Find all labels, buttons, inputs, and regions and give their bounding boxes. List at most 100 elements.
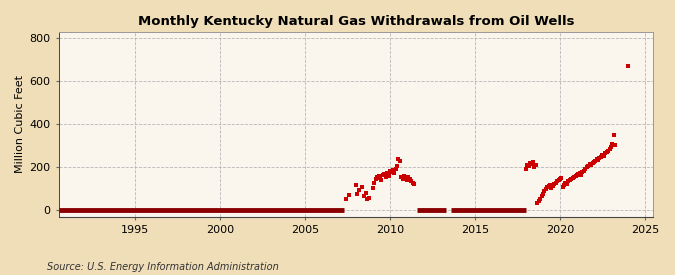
Point <box>566 177 576 182</box>
Point <box>550 180 561 185</box>
Point <box>539 189 549 193</box>
Point <box>576 173 587 177</box>
Point <box>407 180 418 185</box>
Point <box>587 161 598 165</box>
Point <box>572 173 583 177</box>
Point <box>545 182 556 187</box>
Point <box>387 167 398 172</box>
Point <box>573 172 584 176</box>
Point <box>375 176 385 180</box>
Point <box>583 164 594 169</box>
Point <box>408 182 419 186</box>
Point <box>354 188 364 192</box>
Point <box>376 178 387 183</box>
Point <box>350 182 361 187</box>
Point <box>520 166 531 171</box>
Point <box>390 166 401 171</box>
Point <box>595 155 606 159</box>
Point <box>399 174 410 178</box>
Point <box>590 159 601 163</box>
Point <box>581 165 592 170</box>
Y-axis label: Million Cubic Feet: Million Cubic Feet <box>15 75 25 174</box>
Point <box>393 157 404 161</box>
Point <box>383 174 394 178</box>
Point <box>385 169 396 173</box>
Point <box>622 64 633 68</box>
Point <box>603 149 614 153</box>
Point <box>381 170 392 175</box>
Point <box>379 172 389 176</box>
Text: Source: U.S. Energy Information Administration: Source: U.S. Energy Information Administ… <box>47 262 279 272</box>
Point <box>578 169 589 173</box>
Point <box>400 176 411 180</box>
Point <box>553 178 564 183</box>
Point <box>344 193 354 197</box>
Point <box>523 164 534 169</box>
Point <box>556 176 566 180</box>
Point <box>532 201 543 205</box>
Point <box>398 177 408 182</box>
Point <box>591 157 602 161</box>
Point <box>586 163 597 167</box>
Point <box>380 175 391 179</box>
Point <box>593 158 603 162</box>
Point <box>373 174 384 178</box>
Point <box>402 178 412 183</box>
Point <box>574 170 585 175</box>
Point <box>610 143 620 147</box>
Point <box>524 161 535 165</box>
Point <box>585 162 595 166</box>
Point <box>371 177 381 182</box>
Point <box>558 185 568 189</box>
Point <box>396 175 407 179</box>
Point <box>389 170 400 175</box>
Title: Monthly Kentucky Natural Gas Withdrawals from Oil Wells: Monthly Kentucky Natural Gas Withdrawals… <box>138 15 574 28</box>
Point <box>363 195 374 200</box>
Point <box>372 175 383 179</box>
Point <box>341 196 352 201</box>
Point <box>543 183 554 188</box>
Point <box>563 179 574 184</box>
Point <box>604 147 615 151</box>
Point <box>535 196 545 201</box>
Point <box>607 142 618 146</box>
Point <box>589 160 599 164</box>
Point <box>404 177 415 182</box>
Point <box>597 152 608 157</box>
Point <box>568 175 579 179</box>
Point <box>567 176 578 180</box>
Point <box>386 170 397 174</box>
Point <box>608 133 619 138</box>
Point <box>594 156 605 160</box>
Point <box>531 163 541 167</box>
Point <box>403 175 414 179</box>
Point <box>551 179 562 184</box>
Point <box>554 177 565 182</box>
Point <box>362 196 373 201</box>
Point <box>392 164 402 169</box>
Point <box>406 179 416 184</box>
Point <box>601 150 612 155</box>
Point <box>570 174 581 178</box>
Point <box>352 191 362 196</box>
Point <box>359 194 370 199</box>
Point <box>580 166 591 171</box>
Point <box>605 145 616 149</box>
Point <box>368 186 379 190</box>
Point <box>377 173 388 177</box>
Point <box>536 194 547 199</box>
Point <box>528 160 539 164</box>
Point <box>559 182 570 187</box>
Point <box>356 185 367 189</box>
Point <box>542 185 553 189</box>
Point <box>598 153 609 158</box>
Point <box>560 180 571 185</box>
Point <box>562 182 572 186</box>
Point <box>564 178 575 183</box>
Point <box>394 159 405 163</box>
Point <box>547 183 558 188</box>
Point <box>360 191 371 196</box>
Point <box>529 165 540 170</box>
Point <box>526 162 537 166</box>
Point <box>541 187 551 191</box>
